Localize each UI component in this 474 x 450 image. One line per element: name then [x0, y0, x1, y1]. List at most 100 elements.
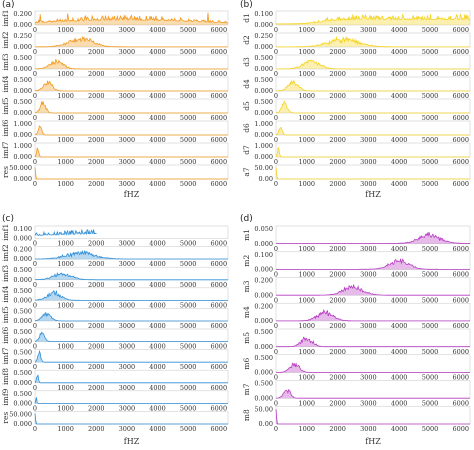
xtick-label: 4000	[391, 296, 408, 304]
xtick-label: 4000	[391, 399, 408, 407]
xtick-label: 1000	[57, 281, 74, 289]
subplot-frame	[275, 76, 471, 92]
xtick-label: 4000	[391, 180, 408, 188]
xtick-label: 1000	[57, 343, 74, 351]
series-area-imf6	[35, 332, 228, 342]
ytick-label-top: 1.000	[254, 142, 273, 150]
xtick-label: 0	[33, 180, 37, 188]
xtick-label: 1000	[57, 70, 74, 78]
subplot-frame	[275, 251, 471, 270]
xtick-label: 4000	[149, 404, 166, 412]
ytick-label-bottom: 0.000	[254, 317, 273, 325]
ylabel-imf8: imf8	[1, 368, 10, 385]
xtick-label: 3000	[119, 114, 136, 122]
ytick-label-top: 0.100	[254, 251, 273, 259]
series-area-m8	[276, 409, 470, 424]
xtick-label: 6000	[452, 348, 469, 356]
ytick-label-top: 0.200	[254, 302, 273, 310]
xtick-label: 0	[274, 70, 278, 78]
series-line-m6	[276, 362, 470, 373]
xtick-label: 6000	[211, 136, 228, 144]
xtick-label: 6000	[452, 92, 469, 100]
xtick-label: 5000	[180, 26, 197, 34]
xtick-label: 2000	[329, 70, 346, 78]
xtick-label: 6000	[211, 26, 228, 34]
ytick-label-top: 50.00	[254, 405, 273, 413]
xtick-label: 1000	[57, 180, 74, 188]
series-area-imf8	[35, 375, 228, 383]
subplot-frame	[275, 120, 471, 136]
xtick-label: 0	[33, 240, 37, 248]
xtick-label: 1000	[299, 322, 316, 330]
xtick-label: 4000	[149, 343, 166, 351]
series-line-m5	[276, 336, 470, 348]
xtick-label: 5000	[180, 343, 197, 351]
xtick-label: 1000	[299, 425, 316, 433]
xtick-label: 1000	[299, 374, 316, 382]
ytick-label-bottom: 0.000	[13, 235, 32, 243]
ytick-label-top: 0.500	[13, 328, 32, 336]
ytick-label-top: 0.500	[254, 76, 273, 84]
ylabel-imf5: imf5	[1, 306, 10, 323]
xtick-label: 3000	[119, 301, 136, 309]
subplot-frame	[275, 98, 471, 114]
xtick-label: 1000	[299, 92, 316, 100]
ylabel-m4: m4	[242, 306, 251, 318]
series-area-imf9	[35, 397, 228, 404]
series-area-d1	[276, 14, 470, 25]
series-line-m7	[275, 388, 470, 399]
xtick-label: 6000	[452, 180, 469, 188]
xtick-label: 1000	[57, 114, 74, 122]
xtick-label: 6000	[211, 240, 228, 248]
subplot-frame	[34, 225, 229, 239]
xtick-label: 0	[274, 114, 278, 122]
series-line-res	[34, 413, 228, 425]
xtick-label: 3000	[119, 384, 136, 392]
xtick-label: 6000	[452, 136, 469, 144]
ytick-label-bottom: 0.000	[13, 65, 32, 73]
xtick-label: 0	[33, 404, 37, 412]
xtick-label: 2000	[329, 296, 346, 304]
series-area-d4	[276, 80, 470, 91]
xtick-label: 6000	[452, 26, 469, 34]
ytick-label-top: 50.000	[9, 410, 32, 418]
ylabel-a7: a7	[242, 167, 251, 176]
ytick-label-bottom: 0.000	[13, 153, 32, 161]
ytick-label-bottom: 0.000	[254, 87, 273, 95]
ytick-label-top: 0.500	[254, 354, 273, 362]
xtick-label: 3000	[119, 425, 136, 433]
subplot-frame	[275, 142, 471, 158]
xtick-label: 0	[274, 158, 278, 166]
xtick-label: 4000	[391, 322, 408, 330]
series-area-m4	[276, 310, 470, 321]
xtick-label: 0	[33, 425, 37, 433]
ytick-label-top: 0.500	[13, 76, 32, 84]
xtick-label: 2000	[329, 374, 346, 382]
series-area-imf2	[35, 250, 228, 260]
xtick-label: 5000	[180, 158, 197, 166]
xtick-label: 6000	[452, 296, 469, 304]
ylabel-d4: d4	[242, 79, 251, 89]
ylabel-imf4: imf4	[1, 285, 10, 302]
series-area-imf3	[35, 59, 228, 69]
ytick-label-bottom: 0.000	[254, 43, 273, 51]
xtick-label: 6000	[452, 245, 469, 253]
ytick-label-bottom: 0.000	[13, 43, 32, 51]
ylabel-m7: m7	[242, 383, 251, 395]
xtick-label: 4000	[391, 158, 408, 166]
ytick-label-top: 0.500	[254, 328, 273, 336]
xtick-label: 6000	[452, 374, 469, 382]
